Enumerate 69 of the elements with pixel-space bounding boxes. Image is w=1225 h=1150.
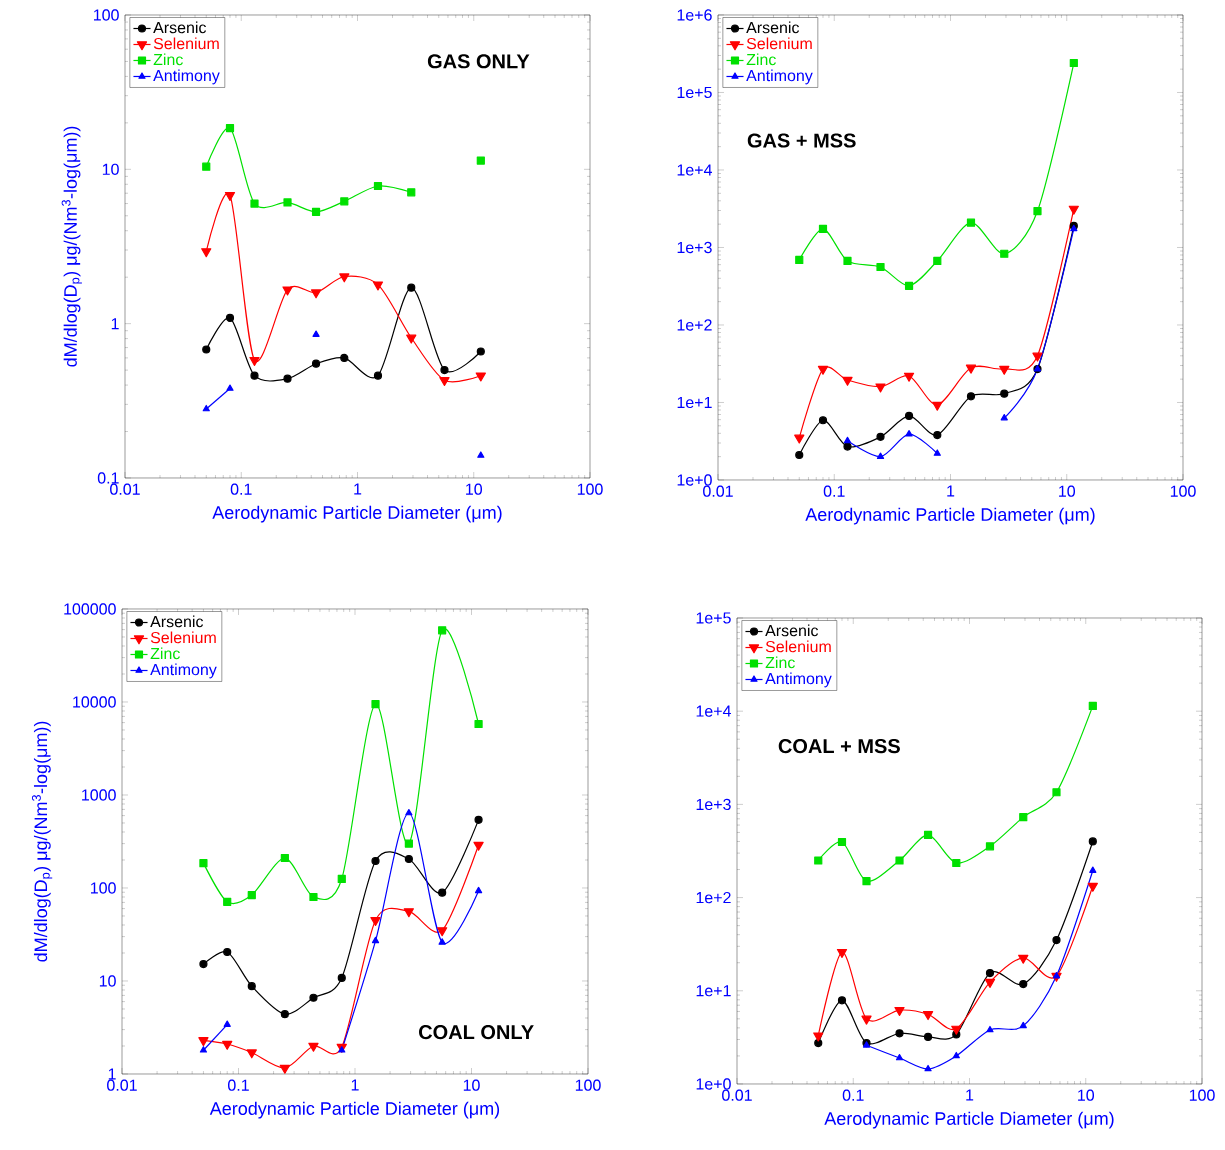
- legend-label: Selenium: [153, 37, 219, 50]
- legend-label: Zinc: [150, 647, 180, 660]
- legend-label: Arsenic: [746, 21, 800, 34]
- y-tick-label: 1e+2: [677, 319, 712, 331]
- x-tick-label: 100: [1189, 1089, 1215, 1101]
- y-tick-label: 1e+5: [677, 86, 712, 99]
- y-tick-label: 1e+2: [696, 891, 731, 904]
- y-tick-label: 1e+0: [696, 1078, 731, 1090]
- x-tick-label: 0.1: [842, 1089, 864, 1101]
- x-tick-label: 100: [1170, 485, 1196, 497]
- x-axis-title: Aerodynamic Particle Diameter (μm): [212, 505, 502, 523]
- y-tick-label: 1e+6: [677, 9, 712, 21]
- y-tick-label: 1e+3: [677, 241, 712, 254]
- y-tick-label: 100000: [64, 603, 116, 615]
- x-tick-label: 10: [1059, 485, 1076, 497]
- legend-label: Arsenic: [150, 615, 204, 628]
- y-axis-title: dM/dlog(D$_{p}$) μg/(Nm$^{3}$-log(μm)): [31, 721, 53, 962]
- x-tick-label: 0.01: [722, 1089, 752, 1101]
- y-tick-label: 1e+0: [677, 474, 712, 486]
- x-tick-label: 0.1: [823, 485, 845, 497]
- x-tick-label: 10: [463, 1079, 480, 1091]
- y-tick-label: 1: [108, 1068, 116, 1080]
- x-tick-label: 100: [575, 1079, 601, 1091]
- x-tick-label: 1: [966, 1089, 974, 1101]
- y-tick-label: 10: [102, 163, 119, 175]
- text: COAL ONLY: [419, 1025, 534, 1040]
- y-tick-label: 1: [111, 318, 119, 330]
- x-tick-label: 0.1: [228, 1079, 249, 1091]
- x-tick-label: 10: [466, 483, 483, 495]
- x-tick-label: 0.1: [230, 483, 252, 495]
- x-tick-label: 0.01: [110, 483, 140, 495]
- y-tick-label: 1e+4: [677, 164, 712, 176]
- x-tick-label: 100: [577, 483, 603, 495]
- x-axis-title: Aerodynamic Particle Diameter (μm): [805, 507, 1095, 525]
- legend-label: Arsenic: [765, 624, 819, 637]
- x-tick-label: 0.01: [703, 485, 733, 497]
- x-tick-label: 1: [354, 483, 362, 495]
- y-tick-label: 10000: [73, 696, 116, 708]
- legend-label: Selenium: [765, 640, 831, 653]
- legend-label: Selenium: [746, 37, 812, 50]
- x-tick-label: 0.01: [107, 1079, 137, 1091]
- y-tick-label: 1e+5: [696, 612, 731, 624]
- legend-label: Zinc: [746, 53, 776, 66]
- legend-label: Zinc: [765, 656, 795, 669]
- legend-label: Antimony: [153, 69, 220, 85]
- y-tick-label: 100: [94, 9, 119, 21]
- y-tick-label: 100: [91, 882, 116, 894]
- x-axis-title: Aerodynamic Particle Diameter (μm): [209, 1101, 500, 1119]
- x-axis-title: Aerodynamic Particle Diameter (μm): [824, 1111, 1114, 1129]
- text: GAS + MSS: [747, 133, 856, 148]
- legend-label: Selenium: [150, 631, 216, 644]
- y-tick-label: 1e+4: [696, 705, 731, 717]
- y-tick-label: 1e+1: [677, 396, 712, 409]
- x-tick-label: 10: [1078, 1089, 1095, 1101]
- y-tick-label: 1000: [82, 789, 116, 801]
- x-tick-label: 1: [351, 1079, 359, 1091]
- legend-label: Antimony: [746, 69, 813, 85]
- text: COAL + MSS: [778, 739, 900, 754]
- x-tick-label: 1: [947, 485, 955, 497]
- y-tick-label: 1e+3: [696, 798, 731, 811]
- legend-label: Antimony: [150, 663, 217, 679]
- legend-label: Antimony: [765, 672, 832, 688]
- y-tick-label: 0.1: [97, 472, 119, 484]
- legend-label: Zinc: [153, 53, 183, 66]
- y-tick-label: 1e+1: [696, 985, 731, 997]
- text: GAS ONLY: [427, 54, 530, 69]
- y-axis-title: dM/dlog(D$_{p}$) μg/(Nm$^{3}$-log(μm)): [61, 126, 82, 367]
- y-tick-label: 10: [99, 975, 116, 987]
- legend-label: Arsenic: [153, 21, 207, 34]
